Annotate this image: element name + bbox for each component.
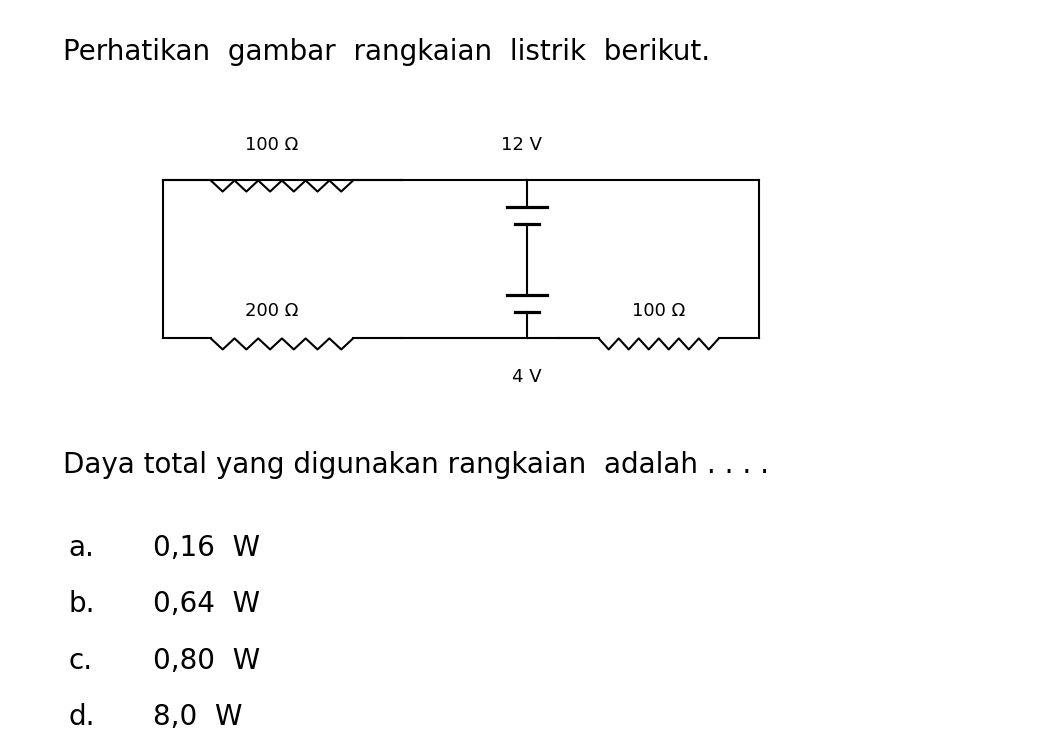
Text: Perhatikan  gambar  rangkaian  listrik  berikut.: Perhatikan gambar rangkaian listrik beri… bbox=[63, 38, 710, 65]
Text: 100 Ω: 100 Ω bbox=[245, 136, 298, 154]
Text: 4 V: 4 V bbox=[512, 368, 542, 387]
Text: a.: a. bbox=[69, 534, 95, 562]
Text: 12 V: 12 V bbox=[502, 136, 542, 154]
Text: d.: d. bbox=[69, 703, 95, 731]
Text: b.: b. bbox=[69, 590, 95, 618]
Text: 100 Ω: 100 Ω bbox=[632, 302, 685, 320]
Text: 0,16  W: 0,16 W bbox=[153, 534, 260, 562]
Text: 200 Ω: 200 Ω bbox=[245, 302, 298, 320]
Text: 0,64  W: 0,64 W bbox=[153, 590, 260, 618]
Text: c.: c. bbox=[69, 647, 93, 675]
Text: 0,80  W: 0,80 W bbox=[153, 647, 260, 675]
Text: 8,0  W: 8,0 W bbox=[153, 703, 242, 731]
Text: Daya total yang digunakan rangkaian  adalah . . . .: Daya total yang digunakan rangkaian adal… bbox=[63, 451, 769, 479]
